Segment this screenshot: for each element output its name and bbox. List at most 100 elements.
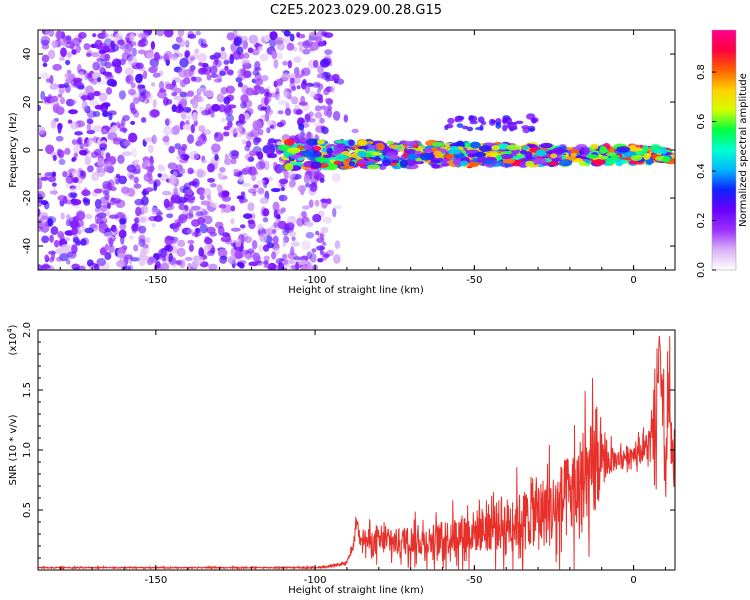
- heatmap-cell: [200, 109, 211, 116]
- heatmap-cell: [255, 161, 266, 171]
- heatmap-cell: [262, 208, 270, 217]
- heatmap-cell: [144, 187, 154, 192]
- heatmap-cell: [137, 84, 142, 91]
- heatmap-cell: [532, 158, 547, 165]
- heatmap-cell: [131, 47, 137, 57]
- heatmap-cell: [195, 30, 201, 36]
- heatmap-cell: [213, 78, 222, 83]
- heatmap-cell: [90, 151, 99, 159]
- heatmap-cell: [276, 121, 284, 128]
- heatmap-cell: [283, 170, 290, 180]
- heatmap-cell: [244, 236, 253, 243]
- heatmap-cell: [325, 198, 332, 205]
- heatmap-cell: [180, 111, 187, 120]
- heatmap-cell: [124, 67, 134, 76]
- heatmap-cell: [265, 91, 270, 97]
- heatmap-cell: [497, 143, 510, 150]
- heatmap-cell: [466, 126, 474, 132]
- heatmap-cell: [272, 161, 278, 172]
- heatmap-cell: [73, 184, 82, 191]
- heatmap-cell: [491, 120, 496, 124]
- heatmap-cell: [185, 40, 190, 48]
- heatmap-cell: [524, 151, 533, 159]
- y-tick-label: -40: [22, 238, 33, 254]
- heatmap-cell: [151, 223, 156, 228]
- heatmap-cell: [320, 125, 326, 131]
- heatmap-cell: [146, 165, 155, 172]
- heatmap-cell: [306, 138, 318, 146]
- heatmap-cell: [129, 33, 135, 42]
- heatmap-cell: [119, 224, 127, 229]
- heatmap-cell: [388, 154, 399, 160]
- heatmap-cell: [100, 149, 106, 156]
- heatmap-cell: [242, 39, 249, 50]
- heatmap-cell: [357, 139, 368, 146]
- heatmap-cell: [257, 151, 264, 160]
- heatmap-cell: [431, 159, 441, 164]
- y-tick-label: 20: [22, 96, 33, 109]
- heatmap-cell: [309, 31, 319, 38]
- heatmap-cell: [71, 199, 82, 206]
- heatmap-cell: [321, 241, 327, 246]
- heatmap-cell: [94, 104, 104, 110]
- heatmap-cell: [206, 74, 212, 81]
- heatmap-cell: [91, 52, 100, 58]
- heatmap-cell: [336, 143, 347, 148]
- heatmap-cell: [308, 199, 314, 208]
- heatmap-cell: [138, 92, 147, 103]
- heatmap-cell: [193, 255, 204, 265]
- heatmap-cell: [241, 182, 251, 188]
- heatmap-cell: [302, 79, 307, 85]
- heatmap-cell: [115, 173, 121, 179]
- heatmap-cell: [405, 148, 417, 155]
- heatmap-cell: [113, 227, 118, 236]
- heatmap-cell: [238, 198, 248, 203]
- heatmap-cell: [199, 223, 208, 234]
- heatmap-cell: [150, 109, 160, 118]
- heatmap-cell: [311, 248, 317, 253]
- heatmap-cell: [317, 257, 324, 263]
- snr-y-multiplier-exp: 4: [6, 328, 14, 333]
- heatmap-cell: [38, 105, 42, 111]
- heatmap-cell: [220, 46, 225, 52]
- heatmap-cell: [65, 219, 71, 227]
- heatmap-cell: [104, 193, 110, 201]
- heatmap-cell: [301, 240, 311, 251]
- heatmap-cell: [495, 122, 502, 129]
- heatmap-cell: [104, 227, 112, 233]
- heatmap-cell: [222, 131, 230, 137]
- heatmap-cell: [96, 76, 102, 83]
- heatmap-cell: [266, 127, 271, 134]
- heatmap-cell: [96, 217, 104, 225]
- heatmap-cell: [374, 157, 382, 162]
- heatmap-cell: [140, 32, 149, 39]
- heatmap-cell: [502, 157, 516, 164]
- heatmap-cell: [247, 47, 254, 54]
- heatmap-cell: [47, 49, 56, 60]
- heatmap-cell: [60, 47, 67, 58]
- heatmap-cell: [502, 124, 508, 132]
- heatmap-cell: [49, 83, 59, 90]
- heatmap-cell: [128, 132, 138, 143]
- heatmap-cell: [87, 165, 94, 173]
- heatmap-cell: [108, 244, 115, 254]
- heatmap-cell: [478, 145, 492, 152]
- heatmap-cell: [236, 46, 244, 55]
- heatmap-cell: [319, 177, 325, 183]
- heatmap-cell: [305, 182, 311, 188]
- heatmap-cell: [260, 232, 268, 243]
- heatmap-cell: [207, 177, 216, 183]
- heatmap-cell: [252, 191, 257, 197]
- heatmap-cell: [216, 184, 223, 193]
- heatmap-cell: [44, 30, 54, 36]
- heatmap-cell: [38, 212, 49, 221]
- heatmap-cell: [248, 261, 259, 267]
- heatmap-cell: [515, 120, 524, 125]
- heatmap-cell: [210, 73, 219, 79]
- heatmap-cell: [452, 158, 463, 166]
- heatmap-cell: [309, 176, 319, 184]
- heatmap-cell: [289, 154, 302, 159]
- heatmap-cell: [240, 94, 249, 104]
- heatmap-cell: [304, 84, 311, 95]
- heatmap-cell: [41, 54, 50, 63]
